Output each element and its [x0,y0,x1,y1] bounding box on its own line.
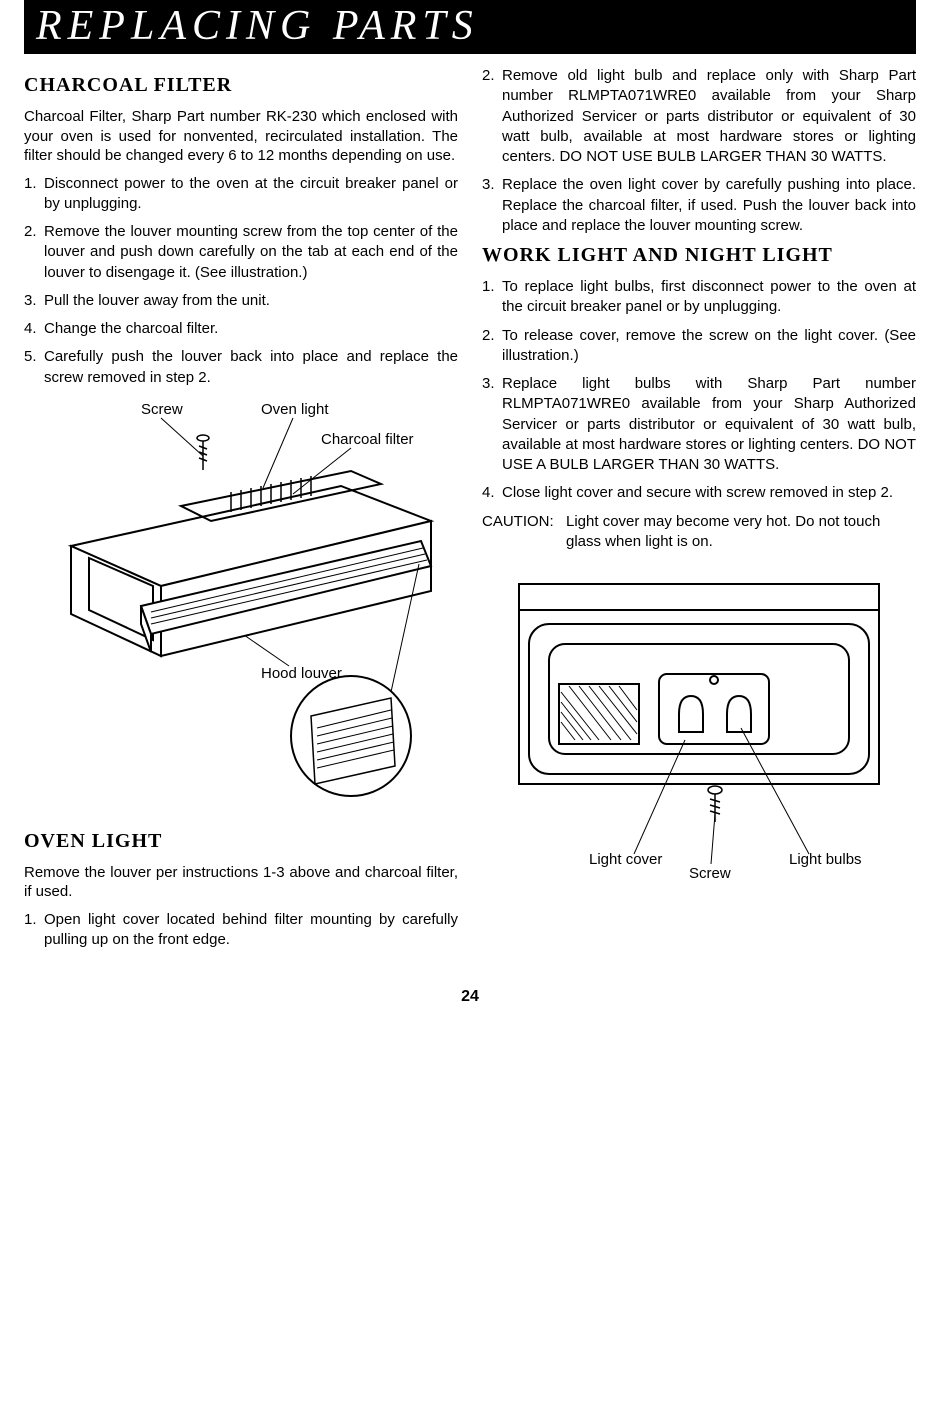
label-light-cover: Light cover [589,851,662,868]
charcoal-step-1: 1.Disconnect power to the oven at the ci… [24,174,458,215]
label-charcoal-filter: Charcoal filter [321,431,414,448]
work-step-2: 2.To release cover, remove the screw on … [482,326,916,367]
charcoal-intro: Charcoal Filter, Sharp Part number RK-23… [24,107,458,166]
work-light-diagram-svg: Light cover Screw Light bulbs [489,564,909,894]
caution-label: CAUTION: [482,512,566,553]
charcoal-diagram-svg: Screw Oven light Charcoal filter Hood lo… [31,396,451,816]
work-light-heading: WORK LIGHT AND NIGHT LIGHT [482,244,916,267]
caution-text: Light cover may become very hot. Do not … [566,512,916,553]
label-screw: Screw [141,401,183,418]
content-columns: CHARCOAL FILTER Charcoal Filter, Sharp P… [24,66,916,958]
left-column: CHARCOAL FILTER Charcoal Filter, Sharp P… [24,66,458,958]
page-header: REPLACING PARTS [24,0,916,54]
charcoal-step-2: 2.Remove the louver mounting screw from … [24,222,458,283]
label-screw: Screw [689,865,731,882]
label-light-bulbs: Light bulbs [789,851,862,868]
oven-light-step-2: 2.Remove old light bulb and replace only… [482,66,916,167]
right-column: 2.Remove old light bulb and replace only… [482,66,916,958]
oven-light-step-1: 1.Open light cover located behind filter… [24,910,458,951]
oven-light-heading: OVEN LIGHT [24,830,458,853]
oven-light-step-3: 3.Replace the oven light cover by carefu… [482,175,916,236]
charcoal-step-3: 3.Pull the louver away from the unit. [24,291,458,311]
work-step-1: 1.To replace light bulbs, first disconne… [482,277,916,318]
charcoal-filter-heading: CHARCOAL FILTER [24,74,458,97]
work-step-3: 3.Replace light bulbs with Sharp Part nu… [482,374,916,475]
charcoal-step-4: 4.Change the charcoal filter. [24,319,458,339]
charcoal-step-5: 5.Carefully push the louver back into pl… [24,347,458,388]
caution-note: CAUTION: Light cover may become very hot… [482,512,916,553]
figure-work-light: Light cover Screw Light bulbs [482,564,916,894]
oven-light-intro: Remove the louver per instructions 1-3 a… [24,863,458,902]
label-oven-light: Oven light [261,401,329,418]
work-step-4: 4.Close light cover and secure with scre… [482,483,916,503]
figure-charcoal-filter: Screw Oven light Charcoal filter Hood lo… [24,396,458,816]
page-number: 24 [24,988,916,1006]
